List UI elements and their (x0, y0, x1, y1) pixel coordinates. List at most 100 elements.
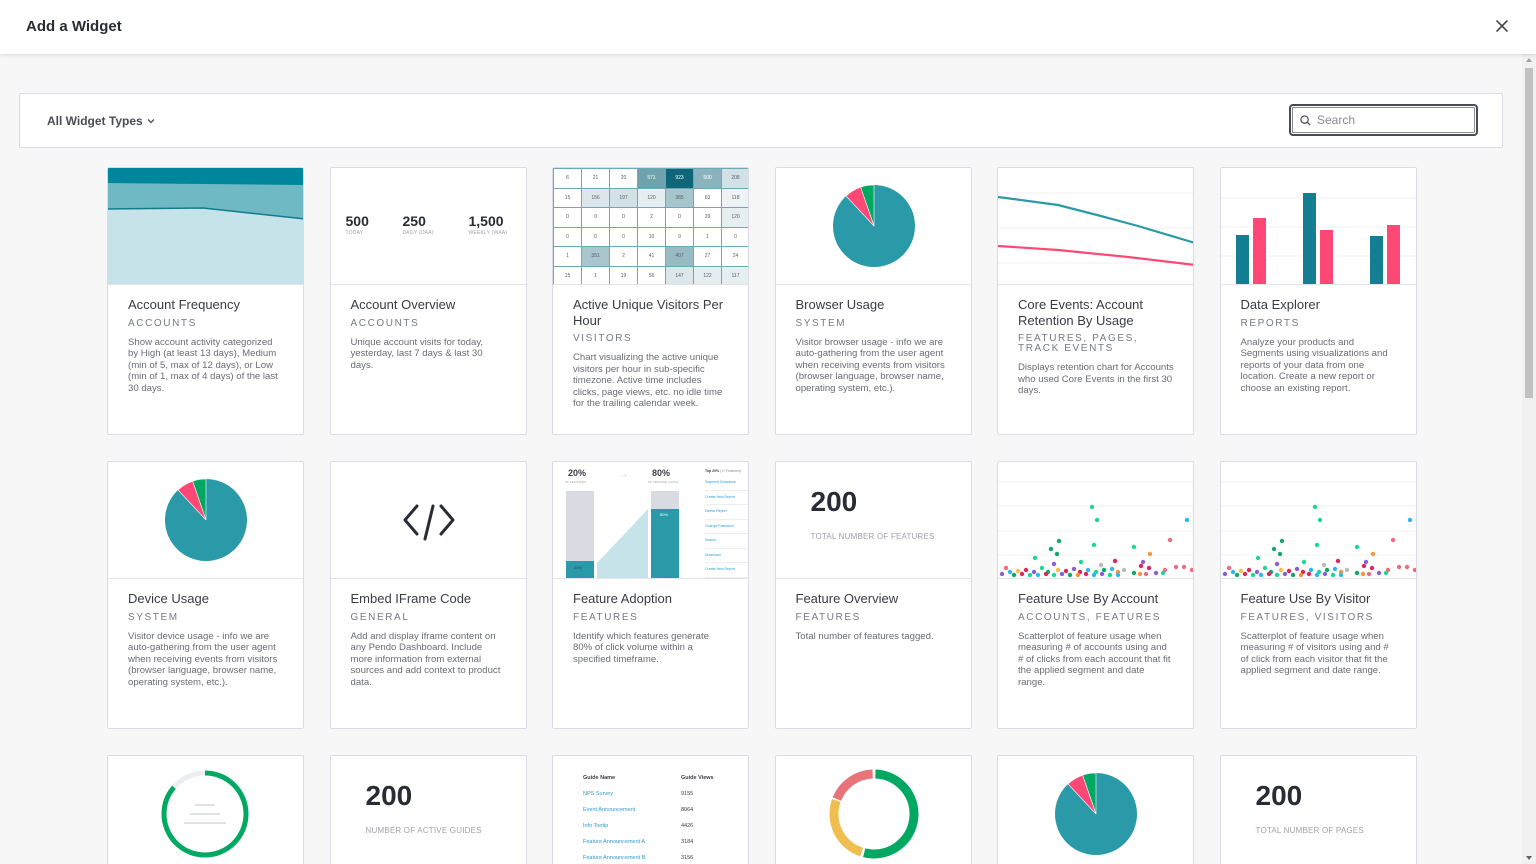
close-button[interactable] (1494, 18, 1510, 34)
scroll-down-arrow-icon[interactable] (1526, 856, 1532, 860)
widget-card-embed-iframe[interactable]: Embed IFrame Code GENERAL Add and displa… (329, 461, 527, 729)
pie-chart-preview (998, 756, 1193, 864)
widget-card-pie[interactable] (997, 755, 1194, 864)
card-category: GENERAL (350, 611, 410, 623)
card-description: Visitor browser usage - info we are auto… (795, 336, 945, 394)
card-title: Account Overview (350, 297, 456, 312)
code-preview (330, 462, 526, 579)
card-title: Feature Use By Visitor (1240, 591, 1371, 606)
scatter-preview (998, 462, 1193, 579)
code-icon (403, 504, 454, 541)
widget-card-device-usage[interactable]: Device Usage SYSTEM Visitor device usage… (107, 461, 304, 729)
widget-type-dropdown[interactable]: All Widget Types (47, 114, 155, 128)
card-category: FEATURES, PAGES, TRACK EVENTS (1018, 333, 1139, 354)
widget-card-guide-views-table[interactable]: Guide Name Guide Views NPS Survey 9155 Eve… (552, 755, 749, 864)
card-category: FEATURES (573, 611, 639, 623)
big-number-preview: 200 TOTAL NUMBER OF FEATURES (775, 462, 971, 579)
line-chart-preview (998, 168, 1193, 285)
card-title: Browser Usage (795, 297, 885, 312)
card-category: FEATURES (795, 611, 861, 623)
widget-card-guides-overview[interactable]: 200 NUMBER OF ACTIVE GUIDES (329, 755, 527, 864)
card-category: REPORTS (1240, 317, 1300, 329)
card-title: Feature Overview (795, 591, 899, 606)
scrollbar[interactable] (1522, 54, 1536, 864)
scroll-up-arrow-icon[interactable] (1526, 58, 1532, 62)
search-field[interactable] (1289, 104, 1478, 136)
widget-grid: Account Frequency ACCOUNTS Show account … (107, 167, 1417, 864)
card-description: Chart visualizing the active unique visi… (573, 352, 723, 410)
widget-card-feature-adoption[interactable]: 20% OF FEATURES → 80% OF FEATURE CLICKS … (552, 461, 749, 729)
widget-card-account-frequency[interactable]: Account Frequency ACCOUNTS Show account … (107, 167, 304, 435)
stat-label: TODAY (345, 230, 364, 236)
close-icon (1496, 20, 1508, 32)
big-number-value: 200 (365, 780, 413, 811)
card-category: VISITORS (573, 333, 633, 344)
big-number-value: 200 (1255, 780, 1303, 811)
stat-value: 1,500 (468, 213, 504, 229)
widget-card-account-overview[interactable]: 500 TODAY 250 DAILY (DAA) 1,500 WEEKLY (… (329, 167, 527, 435)
widget-scroll-area: All Widget Types Account Frequency ACCOU… (0, 54, 1522, 864)
scrollbar-thumb[interactable] (1525, 68, 1533, 398)
widget-card-core-events-retention[interactable]: Core Events: Account Retention By Usage … (997, 167, 1194, 435)
card-description: Show account activity categorized by Hig… (128, 336, 278, 394)
guides-table: Guide Name Guide Views NPS Survey 9155 Eve… (583, 775, 714, 861)
card-description: Scatterplot of feature usage when measur… (1240, 630, 1389, 677)
guides-table-preview: Guide Name Guide Views NPS Survey 9155 Eve… (553, 756, 748, 864)
pie-chart-preview (775, 168, 971, 285)
card-description: Add and display iframe content on any Pe… (350, 630, 501, 688)
stat-label: DAILY (DAA) (402, 230, 434, 236)
bar-chart-preview (1220, 168, 1416, 285)
modal-header: Add a Widget (0, 0, 1536, 54)
stat-value: 500 (345, 213, 369, 229)
adoption-preview: 20% OF FEATURES → 80% OF FEATURE CLICKS … (553, 462, 748, 579)
card-title: Embed IFrame Code (350, 591, 472, 606)
search-icon (1300, 114, 1311, 126)
widget-card-pages-overview[interactable]: 200 TOTAL NUMBER OF PAGES (1219, 755, 1417, 864)
card-description: Visitor device usage - info we are auto-… (128, 630, 278, 688)
pie-chart-preview (108, 462, 303, 579)
card-category: ACCOUNTS (128, 317, 197, 329)
modal-title: Add a Widget (26, 18, 122, 35)
widget-card-feature-use-by-visitor[interactable]: Feature Use By Visitor FEATURES, VISITOR… (1219, 461, 1417, 729)
card-description: Displays retention chart for Accounts wh… (1018, 362, 1174, 397)
scatter-preview (1220, 462, 1416, 579)
card-description: Analyze your products and Segments using… (1240, 336, 1388, 394)
card-title: Feature Adoption (573, 591, 673, 606)
donut-preview (776, 756, 971, 864)
card-category: ACCOUNTS (350, 317, 420, 329)
big-number-label: NUMBER OF ACTIVE GUIDES (365, 826, 482, 835)
big-number-preview: 200 NUMBER OF ACTIVE GUIDES (331, 756, 526, 864)
card-title: Feature Use By Account (1018, 591, 1159, 606)
card-description: Unique account visits for today, yesterd… (350, 336, 484, 371)
widget-type-label: All Widget Types (47, 114, 143, 128)
card-description: Identify which features generate 80% of … (573, 630, 709, 665)
card-category: SYSTEM (128, 611, 179, 623)
card-title: Active Unique Visitors Per Hour (573, 297, 724, 328)
widget-card-guide-progress[interactable] (107, 755, 304, 864)
stats-preview: 500 TODAY 250 DAILY (DAA) 1,500 WEEKLY (… (330, 168, 526, 285)
widget-card-feature-use-by-account[interactable]: Feature Use By Account ACCOUNTS, FEATURE… (997, 461, 1194, 729)
big-number-preview: 200 TOTAL NUMBER OF PAGES (1221, 756, 1416, 864)
stat-value: 250 (402, 213, 426, 229)
card-title: Account Frequency (128, 297, 241, 312)
card-title: Device Usage (128, 591, 209, 606)
card-title: Core Events: Account Retention By Usage (1018, 297, 1144, 328)
filter-bar: All Widget Types (19, 93, 1503, 148)
stat-label: WEEKLY (WAA) (468, 230, 508, 236)
widget-card-browser-usage[interactable]: Browser Usage SYSTEM Visitor browser usa… (774, 167, 972, 435)
search-input[interactable] (1317, 113, 1467, 127)
card-title: Data Explorer (1240, 297, 1320, 312)
progress-ring-preview (108, 756, 303, 864)
widget-card-feature-overview[interactable]: 200 TOTAL NUMBER OF FEATURES Feature Ove… (774, 461, 972, 729)
card-category: SYSTEM (795, 317, 847, 329)
card-description: Scatterplot of feature usage when measur… (1018, 630, 1171, 688)
big-number-label: TOTAL NUMBER OF FEATURES (810, 532, 935, 541)
card-category: ACCOUNTS, FEATURES (1018, 611, 1162, 623)
widget-card-donut[interactable] (774, 755, 972, 864)
widget-card-data-explorer[interactable]: Data Explorer REPORTS Analyze your produ… (1219, 167, 1417, 435)
big-number-label: TOTAL NUMBER OF PAGES (1255, 826, 1364, 835)
card-category: FEATURES, VISITORS (1240, 611, 1374, 623)
